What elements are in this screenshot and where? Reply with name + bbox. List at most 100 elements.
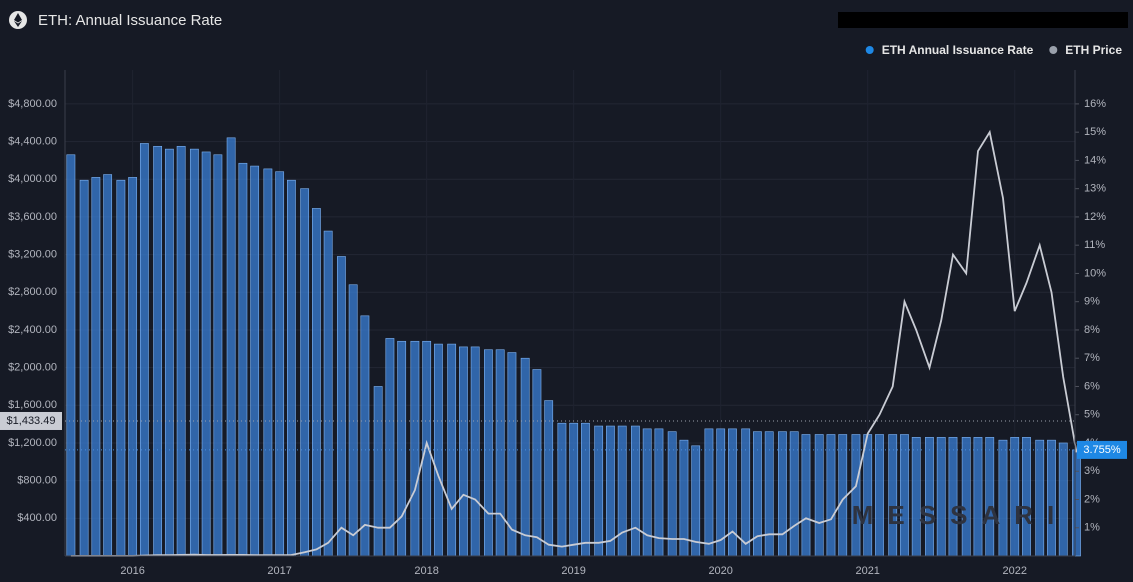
y-tick-label: $2,800.00 (8, 286, 57, 298)
bar (213, 154, 223, 557)
bar (373, 386, 383, 557)
y2-tick-label: 14% (1084, 154, 1106, 166)
y2-tick-label: 15% (1084, 126, 1106, 138)
bar (704, 428, 714, 557)
bar (888, 434, 898, 557)
bar (470, 346, 480, 557)
bar (128, 177, 138, 557)
bar (397, 340, 407, 557)
bar (594, 425, 604, 557)
x-tick-label: 2020 (708, 565, 732, 577)
bar (998, 439, 1008, 557)
bar (925, 437, 934, 557)
bar (164, 148, 174, 557)
y-tick-label: $400.00 (17, 512, 57, 524)
watermark: MESSARI (852, 500, 1068, 530)
bar (544, 400, 554, 557)
bar (520, 357, 530, 557)
bar (348, 284, 358, 557)
bar (1072, 449, 1081, 557)
bar (826, 434, 836, 557)
y2-tick-label: 9% (1084, 296, 1100, 308)
bar (728, 428, 737, 557)
x-tick-label: 2017 (267, 565, 291, 577)
y2-tick-label: 16% (1084, 98, 1106, 110)
legend-dot (865, 46, 874, 54)
bar (948, 437, 958, 557)
price-marker-box (0, 411, 62, 430)
bar (79, 179, 89, 557)
y-tick-label: $4,800.00 (8, 98, 57, 110)
y2-tick-label: 6% (1084, 380, 1100, 392)
rate-marker-label: 3.755% (1083, 444, 1121, 456)
bar (300, 188, 310, 557)
price-marker-label: $1,433.49 (7, 415, 56, 427)
bar (801, 434, 811, 557)
bar (189, 148, 199, 557)
y2-tick-label: 3% (1084, 465, 1100, 477)
y-tick-label: $4,000.00 (8, 173, 57, 185)
bar (1022, 437, 1031, 557)
bar (617, 425, 627, 557)
y-tick-label: $1,200.00 (8, 437, 57, 449)
bar (250, 165, 260, 557)
x-tick-label: 2016 (120, 565, 144, 577)
y-tick-label: $3,600.00 (8, 211, 57, 223)
bar (226, 137, 236, 557)
bar (581, 422, 590, 557)
y2-tick-label: 8% (1084, 324, 1100, 336)
bar (900, 434, 909, 557)
y-tick-label: $2,000.00 (8, 362, 57, 374)
bar (116, 179, 126, 557)
chart-title: ETH: Annual Issuance Rate (38, 12, 222, 29)
eth-icon-glyph (14, 13, 22, 27)
bar (1047, 439, 1056, 557)
bar (814, 434, 824, 557)
x-tick-label: 2022 (1002, 565, 1026, 577)
x-tick-label: 2019 (561, 565, 585, 577)
bar (385, 338, 395, 557)
bar (1010, 437, 1020, 557)
rate-marker-box (1077, 440, 1127, 459)
y-tick-label: $3,200.00 (8, 249, 57, 261)
bar (91, 177, 101, 557)
y-tick-label: $4,400.00 (8, 135, 57, 147)
bar (875, 434, 884, 557)
y2-tick-label: 2% (1084, 493, 1100, 505)
bar (484, 349, 493, 557)
bar (263, 168, 273, 557)
bar (1035, 439, 1045, 557)
bar (606, 425, 615, 557)
y-tick-label: $800.00 (17, 475, 57, 487)
bar (447, 343, 457, 557)
bar (176, 145, 186, 557)
redacted-box (838, 12, 1128, 28)
bar (275, 171, 285, 557)
bar (985, 437, 995, 557)
bar (569, 422, 579, 557)
bar (410, 340, 420, 557)
bar (691, 445, 701, 557)
bar (459, 346, 468, 557)
y2-tick-label: 13% (1084, 183, 1106, 195)
price-line (70, 129, 1078, 557)
bar (973, 437, 983, 557)
x-tick-label: 2021 (855, 565, 879, 577)
bar (961, 437, 971, 557)
legend-dot (1049, 46, 1058, 54)
bar (495, 349, 505, 557)
plot-area (65, 70, 1081, 557)
y2-tick-label: 1% (1084, 522, 1100, 534)
y2-tick-label: 5% (1084, 409, 1100, 421)
y2-tick-label: 10% (1084, 267, 1106, 279)
y-tick-label: $1,600.00 (8, 399, 57, 411)
bar (238, 162, 248, 557)
bar (936, 437, 946, 557)
bar (631, 425, 640, 557)
bar (557, 422, 567, 557)
bar (201, 151, 211, 557)
bar (532, 369, 542, 557)
bar (360, 315, 370, 557)
bar (287, 179, 296, 557)
